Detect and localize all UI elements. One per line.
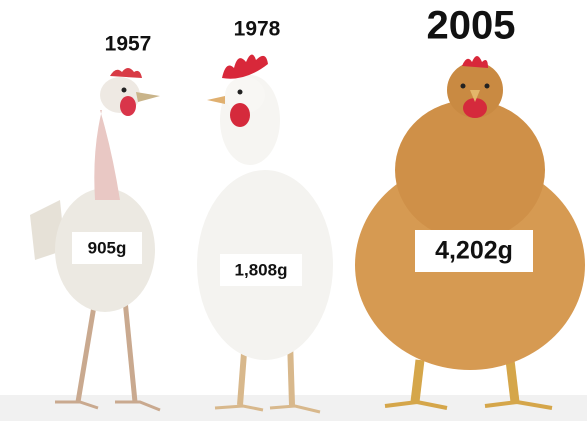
weight-label: 4,202g <box>435 237 513 265</box>
weight-label: 1,808g <box>235 260 288 279</box>
page: 1957 1978 2005 905g 1,808g 4,202g (() =>… <box>0 0 587 421</box>
year-label: 1957 <box>105 33 152 56</box>
year-label: 2005 <box>427 4 516 48</box>
comparison-image: 1957 1978 2005 905g 1,808g 4,202g <box>0 0 587 421</box>
weight-label: 905g <box>88 238 127 257</box>
year-label: 1978 <box>234 18 281 41</box>
